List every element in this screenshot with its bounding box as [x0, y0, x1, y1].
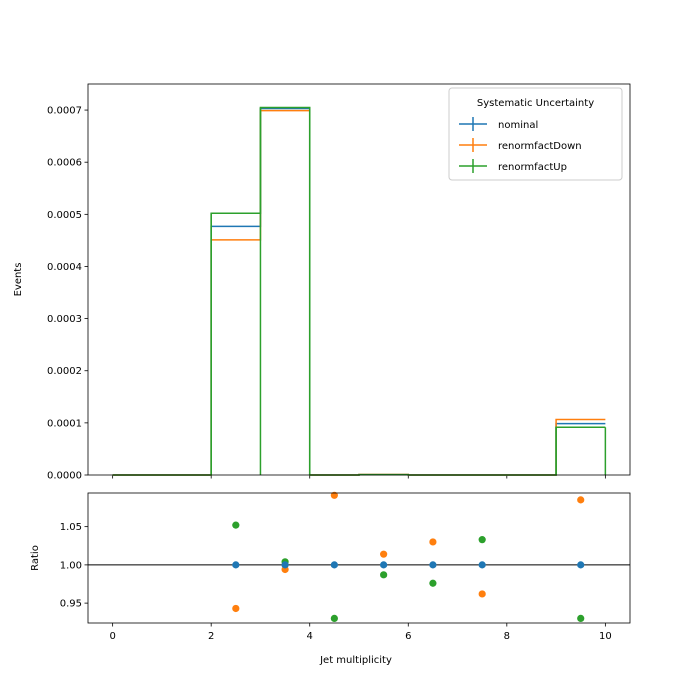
- ratio-point-nominal: [281, 561, 289, 569]
- y-tick-label: 0.0002: [47, 366, 82, 377]
- ratio-point-renormfactUp: [380, 571, 388, 579]
- ratio-point-renormfactUp: [577, 614, 585, 623]
- y-tick-label: 0.0007: [47, 106, 82, 117]
- y-tick-label: 0.0005: [47, 210, 82, 221]
- ratio-point-renormfactDown: [380, 550, 388, 558]
- ratio-point-renormfactUp: [429, 579, 437, 587]
- ratio-x-tick-label: 4: [307, 631, 313, 642]
- legend-label-renormfactDown: renormfactDown: [498, 141, 582, 152]
- ratio-y-tick-label: 0.95: [60, 599, 82, 610]
- plot-frame-ratio: [87, 492, 631, 624]
- plot-frame-top: [87, 83, 631, 476]
- main-histogram-panel: 0.0000 0.0001 0.0002 0.0003 0.0004 0.0005 0.00…: [13, 83, 631, 482]
- ratio-point-nominal: [429, 561, 437, 569]
- ratio-point-nominal: [232, 561, 240, 569]
- ratio-point-renormfactUp: [330, 614, 338, 623]
- ratio-point-nominal: [330, 561, 338, 569]
- legend-box: [448, 87, 623, 181]
- ratio-point-renormfactDown: [232, 604, 240, 613]
- ratio-point-nominal: [380, 561, 388, 569]
- ratio-point-renormfactDown: [478, 590, 486, 598]
- ratio-x-tick-label: 0: [109, 631, 115, 642]
- legend-title: Systematic Uncertainty: [477, 98, 594, 109]
- ratio-y-tick-label: 1.00: [60, 560, 82, 571]
- ratio-point-renormfactDown: [577, 496, 585, 504]
- ratio-x-tick-label: 2: [208, 631, 214, 642]
- ratio-point-renormfactDown: [429, 538, 437, 546]
- ratio-point-renormfactUp: [232, 521, 240, 529]
- ratio-y-tick-label: 1.05: [60, 522, 82, 533]
- ratio-panel: 0.95 1.00 1.05 0 2 4 6 8 10 Ratio Jet multiplicity: [30, 491, 631, 666]
- y-tick-label: 0.0000: [47, 471, 82, 482]
- y-tick-label: 0.0001: [47, 418, 82, 429]
- ratio-x-tick-label: 6: [405, 631, 411, 642]
- y-tick-label: 0.0006: [47, 158, 82, 169]
- ratio-x-tick-label: 10: [599, 631, 612, 642]
- legend: Systematic Uncertainty nominal renormfactD…: [448, 87, 623, 181]
- y-tick-label: 0.0003: [47, 314, 82, 325]
- legend-label-nominal: nominal: [498, 120, 538, 131]
- ratio-y-axis-label: Ratio: [30, 545, 41, 571]
- y-axis-label: Events: [13, 263, 24, 297]
- ratio-x-tick-label: 8: [504, 631, 510, 642]
- legend-label-renormfactUp: renormfactUp: [498, 162, 567, 173]
- ratio-point-nominal: [577, 561, 585, 569]
- ratio-point-renormfactDown: [330, 491, 338, 499]
- ratio-point-nominal: [478, 561, 486, 569]
- x-axis-label: Jet multiplicity: [319, 655, 392, 666]
- y-tick-label: 0.0004: [47, 262, 82, 273]
- ratio-point-renormfactUp: [478, 536, 486, 544]
